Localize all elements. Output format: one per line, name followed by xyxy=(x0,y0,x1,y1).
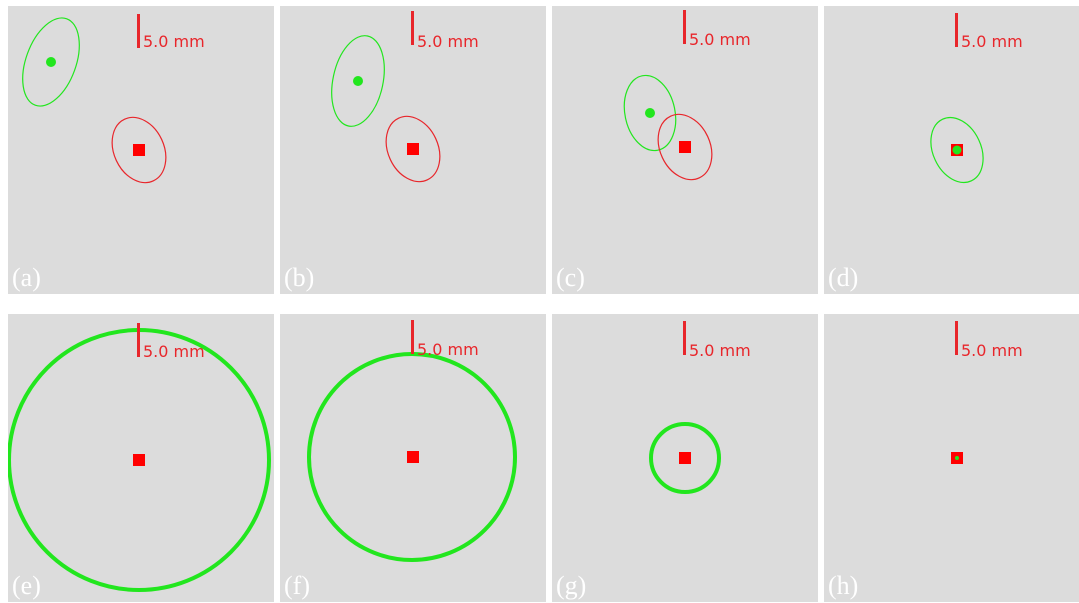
panel-f-plot xyxy=(307,352,517,562)
scale-bar xyxy=(683,10,686,44)
scale-bar-label: 5.0 mm xyxy=(961,32,1023,51)
truth-point xyxy=(133,144,145,156)
scale-bar-label: 5.0 mm xyxy=(417,340,479,359)
scale-bar xyxy=(411,320,414,354)
truth-point xyxy=(133,454,145,466)
panel-label: (g) xyxy=(556,571,587,600)
estimate-uncertainty-circle xyxy=(307,352,517,562)
truth-point xyxy=(407,143,419,155)
panel-label: (d) xyxy=(828,263,859,292)
scale-bar-label: 5.0 mm xyxy=(417,32,479,51)
panel-label: (e) xyxy=(12,571,41,600)
panel-g-plot xyxy=(649,422,721,494)
panel-c: 5.0 mm (c) xyxy=(552,6,818,294)
truth-covariance-ellipse xyxy=(111,116,167,184)
panel-d: 5.0 mm (d) xyxy=(824,6,1079,294)
truth-covariance-ellipse xyxy=(657,113,713,181)
estimate-covariance-ellipse xyxy=(22,17,80,107)
estimate-point xyxy=(46,57,56,67)
scale-bar xyxy=(955,13,958,47)
panel-c-plot xyxy=(623,74,713,181)
panel-label: (h) xyxy=(828,571,859,600)
panel-e-plot xyxy=(8,328,271,592)
scale-bar xyxy=(137,323,140,357)
estimate-point xyxy=(645,108,655,118)
panel-e: 5.0 mm (e) xyxy=(8,314,274,602)
scale-bar xyxy=(411,11,414,45)
estimate-covariance-ellipse xyxy=(930,116,984,184)
panel-f: 5.0 mm (f) xyxy=(280,314,546,602)
scale-bar-label: 5.0 mm xyxy=(689,30,751,49)
truth-covariance-ellipse xyxy=(385,115,441,183)
scale-bar-label: 5.0 mm xyxy=(689,341,751,360)
panel-g: 5.0 mm (g) xyxy=(552,314,818,602)
panel-label: (f) xyxy=(284,571,310,600)
scale-bar-label: 5.0 mm xyxy=(961,341,1023,360)
estimate-uncertainty-circle xyxy=(649,422,721,494)
truth-point xyxy=(679,452,691,464)
scale-bar xyxy=(683,321,686,355)
scale-bar xyxy=(137,14,140,48)
truth-point xyxy=(679,141,691,153)
panel-d-plot xyxy=(930,116,984,184)
estimate-covariance-ellipse xyxy=(331,35,385,127)
estimate-point xyxy=(952,145,962,155)
panel-label: (b) xyxy=(284,263,315,292)
scale-bar-label: 5.0 mm xyxy=(143,32,205,51)
truth-point xyxy=(407,451,419,463)
estimate-point xyxy=(353,76,363,86)
panel-h: 5.0 mm (h) xyxy=(824,314,1079,602)
panel-b: 5.0 mm (b) xyxy=(280,6,546,294)
panel-label: (a) xyxy=(12,263,41,292)
scale-bar xyxy=(955,321,958,355)
scale-bar-label: 5.0 mm xyxy=(143,342,205,361)
panel-h-plot xyxy=(951,452,963,464)
panel-label: (c) xyxy=(556,263,585,292)
estimate-point xyxy=(955,456,959,460)
panel-a-plot xyxy=(22,17,167,184)
panel-a: 5.0 mm (a) xyxy=(8,6,274,294)
estimate-covariance-ellipse xyxy=(623,74,677,152)
panel-b-plot xyxy=(331,35,441,183)
